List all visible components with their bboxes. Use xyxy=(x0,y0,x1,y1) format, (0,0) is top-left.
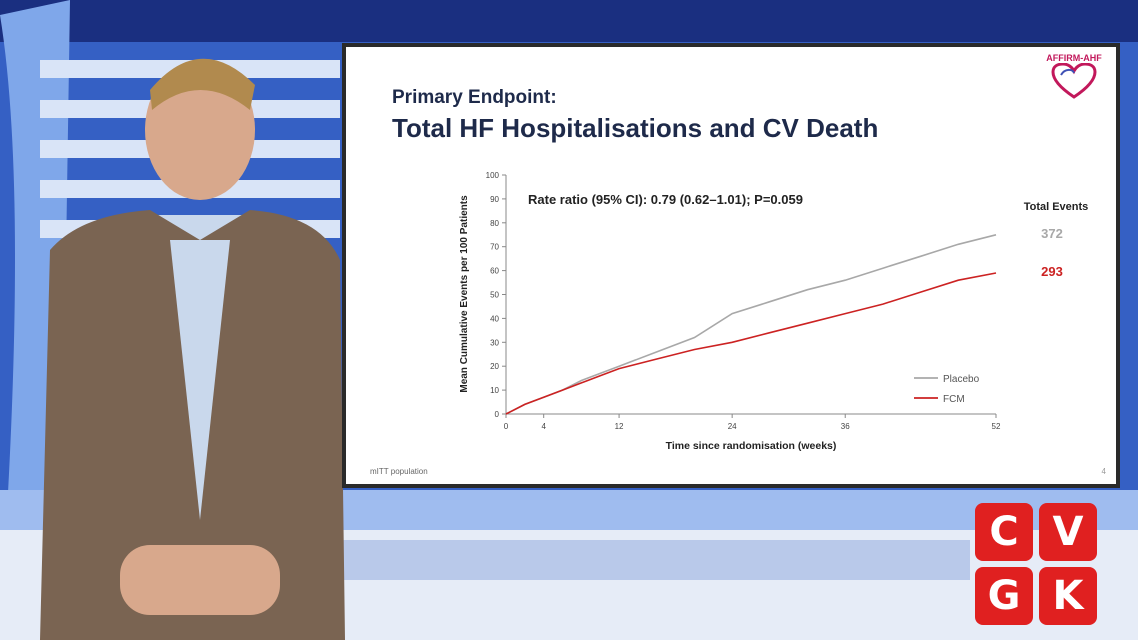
presentation-slide: AFFIRM-AHF Primary Endpoint: Total HF Ho… xyxy=(342,43,1120,488)
logo-letter-k: K xyxy=(1039,567,1097,625)
y-tick-label: 0 xyxy=(495,410,500,419)
rate-ratio-annotation: Rate ratio (95% CI): 0.79 (0.62–1.01); P… xyxy=(528,192,803,207)
y-tick-label: 10 xyxy=(490,386,499,395)
y-tick-label: 80 xyxy=(490,219,499,228)
y-tick-label: 90 xyxy=(490,195,499,204)
heart-icon xyxy=(1051,62,1097,99)
slide-subtitle: Primary Endpoint: xyxy=(392,87,557,108)
brand-text: AFFIRM-AHF xyxy=(1046,53,1102,63)
y-tick-label: 70 xyxy=(490,243,499,252)
y-axis-label: Mean Cumulative Events per 100 Patients xyxy=(459,195,470,393)
y-tick-label: 40 xyxy=(490,314,499,323)
x-axis-label: Time since randomisation (weeks) xyxy=(666,440,837,452)
x-tick-label: 0 xyxy=(504,422,509,431)
series-line-fcm xyxy=(505,272,997,415)
x-tick-label: 36 xyxy=(841,422,850,431)
total-events-label: Total Events xyxy=(1024,201,1089,213)
logo-letter-c: C xyxy=(975,503,1033,561)
logo-letter-v: V xyxy=(1039,503,1097,561)
legend-label-fcm: FCM xyxy=(943,394,965,405)
series-line-placebo xyxy=(505,234,997,415)
legend-label-placebo: Placebo xyxy=(943,374,980,385)
kaplan-meier-chart: 0 10 20 30 40 50 60 70 80 90 100 0 4 12 24 36 52 Rate ra… xyxy=(459,171,1089,452)
cvgk-logo: C V G K xyxy=(975,503,1099,627)
y-tick-label: 60 xyxy=(490,267,499,276)
presenter xyxy=(40,58,345,640)
x-tick-label: 24 xyxy=(728,422,737,431)
chart-legend: Placebo FCM xyxy=(914,374,980,405)
page-number: 4 xyxy=(1101,467,1106,476)
affirm-ahf-logo: AFFIRM-AHF xyxy=(1042,53,1106,104)
footnote: mITT population xyxy=(370,467,428,476)
y-tick-label: 100 xyxy=(486,171,500,180)
y-tick-label: 20 xyxy=(490,362,499,371)
total-events-placebo: 372 xyxy=(1041,226,1063,241)
x-tick-label: 4 xyxy=(541,422,546,431)
y-tick-label: 50 xyxy=(490,291,499,300)
x-tick-label: 12 xyxy=(615,422,624,431)
x-tick-label: 52 xyxy=(992,422,1001,431)
logo-letter-g: G xyxy=(975,567,1033,625)
slide-title: Total HF Hospitalisations and CV Death xyxy=(392,113,879,143)
total-events-fcm: 293 xyxy=(1041,264,1063,279)
y-tick-label: 30 xyxy=(490,338,499,347)
